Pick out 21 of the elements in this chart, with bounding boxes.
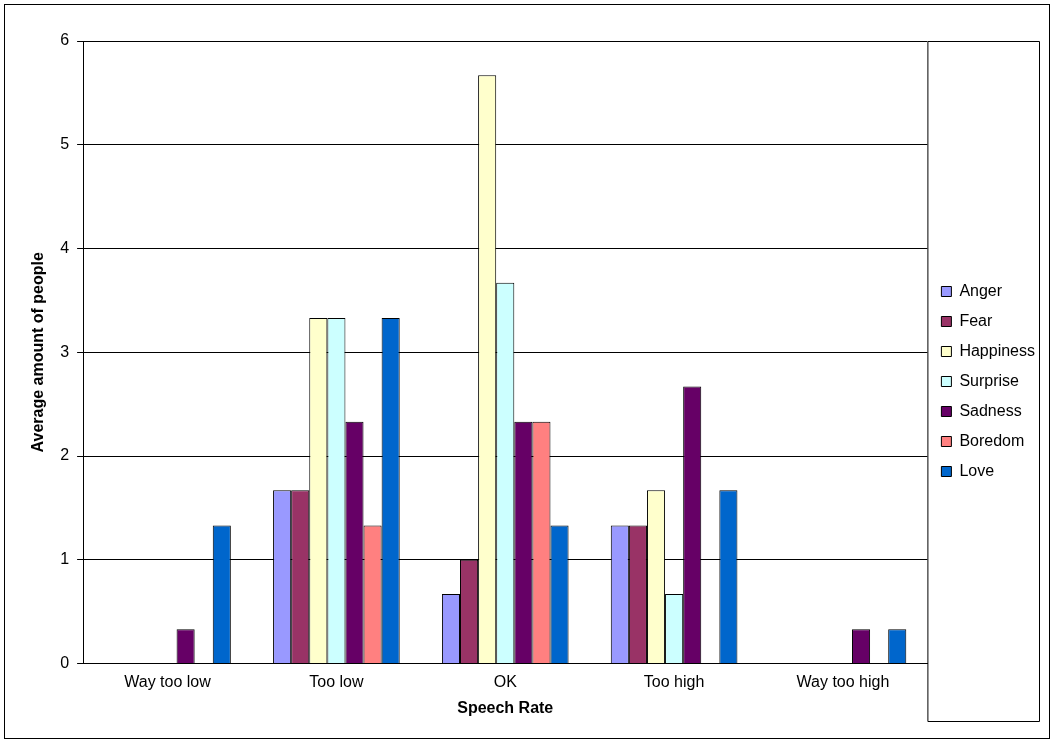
x-tick-label: OK (493, 672, 518, 690)
y-tick-label: 0 (60, 654, 70, 672)
y-tick-label: 5 (60, 135, 70, 153)
legend-label: Anger (959, 281, 1003, 299)
legend-label: Happiness (959, 341, 1036, 359)
x-tick-label: Way too low (124, 672, 212, 690)
y-tick-label: 4 (60, 238, 70, 256)
legend-label: Surprise (959, 371, 1020, 389)
y-tick-label: 2 (60, 446, 70, 464)
legend-label: Sadness (959, 401, 1022, 419)
y-tick-label: 1 (60, 550, 70, 568)
legend-label: Love (959, 461, 995, 479)
legend-label: Fear (959, 311, 993, 329)
x-tick-label: Too low (309, 672, 364, 690)
y-tick-label: 6 (60, 31, 70, 49)
y-axis-title: Average amount of people (29, 252, 47, 453)
y-tick-label: 3 (60, 342, 70, 360)
legend-label: Boredom (959, 431, 1025, 449)
x-tick-label: Too high (643, 672, 705, 690)
x-axis-title: Speech Rate (457, 698, 554, 716)
x-tick-label: Way too high (796, 672, 890, 690)
